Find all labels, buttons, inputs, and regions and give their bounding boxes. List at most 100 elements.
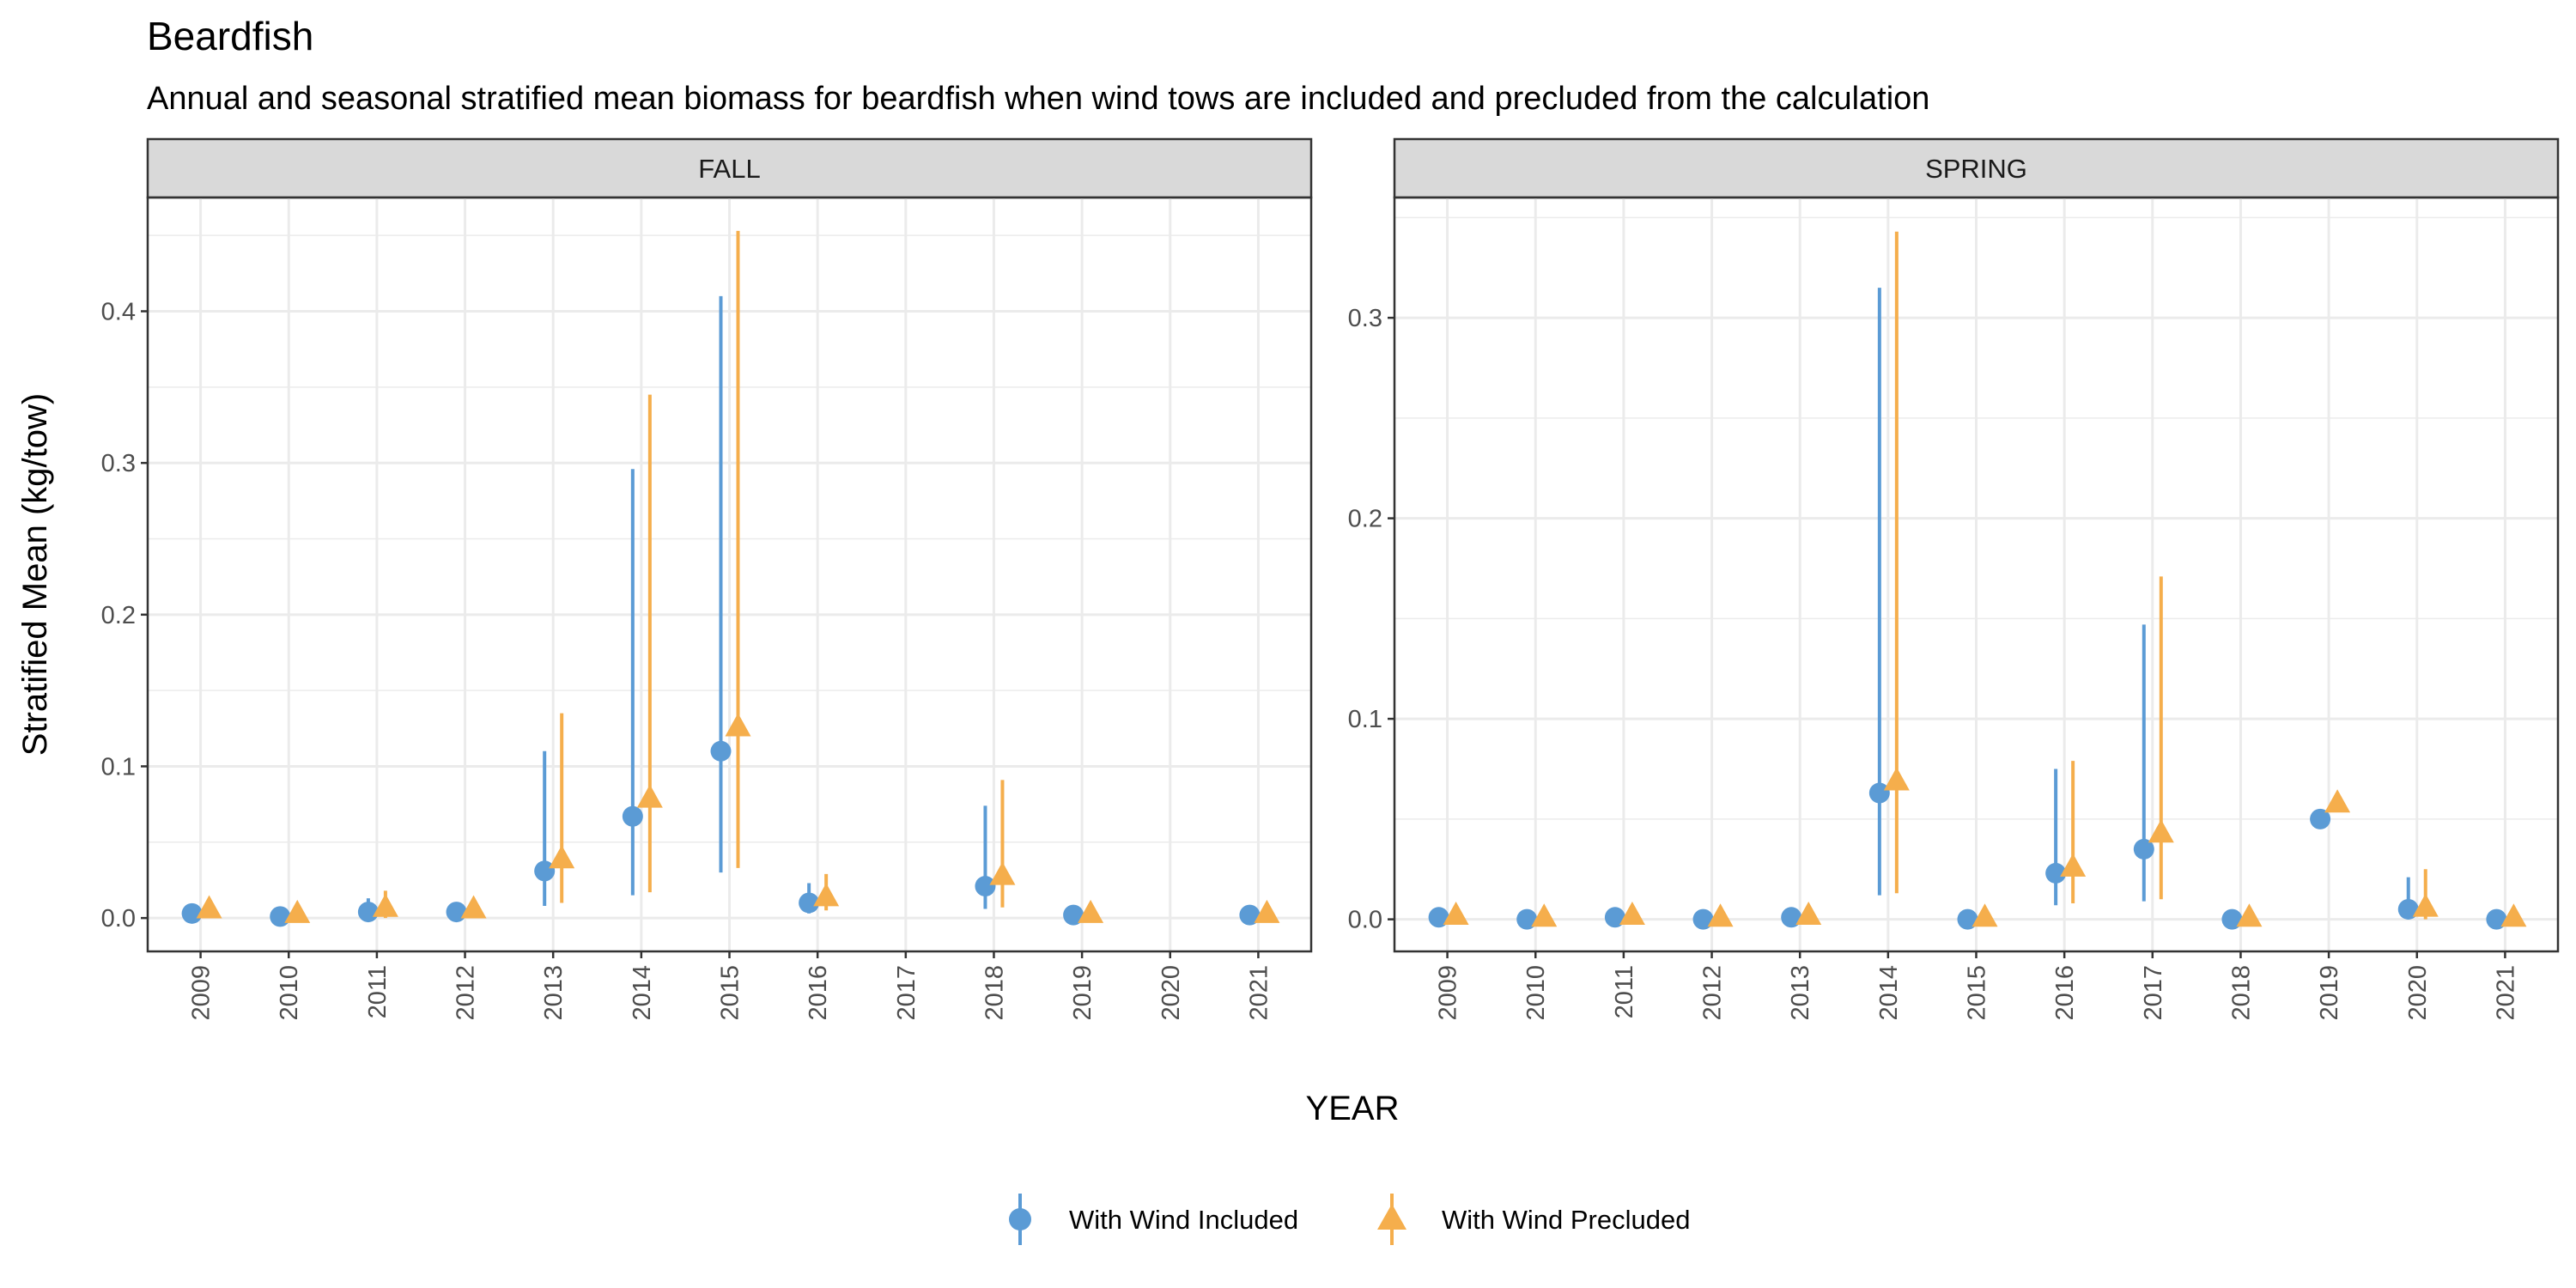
point-included bbox=[446, 902, 467, 923]
point-precluded bbox=[1443, 901, 1469, 925]
point-included bbox=[2045, 862, 2067, 884]
x-tick-label: 2015 bbox=[1964, 965, 1991, 1021]
y-tick-label: 0.3 bbox=[101, 450, 136, 477]
point-precluded bbox=[460, 895, 487, 919]
point-included bbox=[181, 902, 203, 924]
x-tick-label: 2021 bbox=[1245, 965, 1273, 1021]
point-precluded bbox=[725, 713, 751, 737]
point-precluded bbox=[1971, 903, 1998, 927]
x-tick-label: 2017 bbox=[2140, 965, 2167, 1021]
y-tick-label: 0.2 bbox=[101, 602, 136, 629]
strip-fall bbox=[146, 137, 1313, 199]
point-precluded bbox=[2060, 853, 2087, 877]
x-tick-label: 2016 bbox=[805, 965, 832, 1021]
x-tick-label: 2018 bbox=[981, 965, 1008, 1021]
strip-spring bbox=[1393, 137, 2560, 199]
point-included bbox=[270, 906, 291, 927]
point-included bbox=[975, 876, 996, 897]
x-tick-label: 2020 bbox=[2404, 965, 2432, 1021]
x-tick-label: 2010 bbox=[276, 965, 303, 1021]
point-precluded bbox=[2324, 789, 2351, 813]
point-included bbox=[2133, 838, 2154, 860]
chart-subtitle: Annual and seasonal stratified mean biom… bbox=[147, 81, 1929, 117]
point-included bbox=[622, 805, 643, 827]
x-tick-label: 2021 bbox=[2492, 965, 2519, 1021]
x-tick-label: 2018 bbox=[2227, 965, 2255, 1021]
point-included bbox=[2486, 908, 2507, 930]
x-tick-label: 2017 bbox=[893, 965, 920, 1021]
x-tick-label: 2013 bbox=[540, 965, 568, 1021]
point-precluded bbox=[1078, 899, 1104, 923]
x-tick-label: 2012 bbox=[453, 965, 480, 1021]
point-precluded bbox=[2236, 903, 2263, 927]
point-precluded bbox=[989, 861, 1016, 885]
x-tick-label: 2009 bbox=[188, 965, 216, 1021]
x-tick-label: 2014 bbox=[1875, 965, 1903, 1021]
point-included bbox=[2397, 898, 2419, 920]
y-axis-title: Stratified Mean (kg/tow) bbox=[16, 393, 54, 756]
legend-key-precluded-triangle bbox=[1377, 1204, 1406, 1230]
point-precluded bbox=[549, 845, 575, 869]
x-tick-label: 2012 bbox=[1699, 965, 1727, 1021]
legend-label-precluded: With Wind Precluded bbox=[1442, 1205, 1690, 1235]
y-tick-label: 0.0 bbox=[1348, 907, 1382, 934]
point-included bbox=[1063, 904, 1084, 926]
x-tick-label: 2015 bbox=[717, 965, 744, 1021]
panel-border-spring bbox=[1393, 196, 2560, 953]
gridlines-spring bbox=[1394, 197, 2558, 951]
point-precluded bbox=[372, 893, 398, 917]
legend-key-included-circle bbox=[1009, 1208, 1031, 1230]
point-precluded bbox=[2412, 893, 2439, 917]
legend-item-included: With Wind Included bbox=[1009, 1194, 1298, 1245]
point-included bbox=[357, 902, 379, 923]
x-axis-title: YEAR bbox=[1306, 1090, 1400, 1127]
strip-label-spring: SPRING bbox=[1925, 154, 2027, 184]
point-precluded bbox=[1254, 899, 1280, 923]
legend: With Wind Included With Wind Precluded bbox=[1009, 1194, 1690, 1245]
point-included bbox=[1781, 907, 1802, 928]
point-included bbox=[2310, 808, 2331, 829]
x-tick-label: 2014 bbox=[629, 965, 656, 1021]
legend-label-included: With Wind Included bbox=[1069, 1205, 1298, 1235]
strip-label-fall: FALL bbox=[698, 154, 760, 184]
point-precluded bbox=[1883, 767, 1910, 791]
panel-fall: FALL 0.0 0.1 0.2 0.3 0.4 2009 2010 2011 2012 201… bbox=[101, 137, 1313, 1021]
y-tick-label: 0.4 bbox=[101, 298, 136, 325]
point-included bbox=[2221, 908, 2243, 930]
point-precluded bbox=[1707, 903, 1734, 927]
point-included bbox=[1604, 907, 1625, 928]
point-included bbox=[1428, 907, 1449, 928]
y-tick-label: 0.1 bbox=[101, 753, 136, 781]
panel-spring: SPRING 0.0 0.1 0.2 0.3 2009 2010 2011 2012 2013… bbox=[1348, 137, 2560, 1021]
y-tick-label: 0.0 bbox=[101, 905, 136, 933]
x-tick-label: 2011 bbox=[364, 965, 392, 1018]
point-included bbox=[1692, 908, 1714, 930]
x-tick-label: 2009 bbox=[1435, 965, 1462, 1021]
gridlines-fall bbox=[148, 197, 1311, 951]
x-tick-label: 2016 bbox=[2051, 965, 2079, 1021]
point-precluded bbox=[2500, 903, 2527, 927]
point-included bbox=[1868, 782, 1890, 804]
point-precluded bbox=[2148, 819, 2174, 843]
point-precluded bbox=[813, 883, 840, 907]
y-axis-spring: 0.0 0.1 0.2 0.3 bbox=[1348, 305, 1394, 934]
x-tick-label: 2019 bbox=[1069, 965, 1097, 1021]
point-included bbox=[799, 892, 820, 914]
x-tick-label: 2010 bbox=[1522, 965, 1550, 1021]
x-tick-label: 2013 bbox=[1787, 965, 1814, 1021]
point-precluded bbox=[636, 784, 663, 808]
y-tick-label: 0.2 bbox=[1348, 506, 1382, 533]
data-marks-fall bbox=[181, 230, 1280, 927]
point-included bbox=[534, 860, 556, 882]
point-precluded bbox=[1531, 903, 1558, 927]
point-included bbox=[1957, 908, 1978, 930]
point-included bbox=[1516, 908, 1538, 930]
data-marks-spring bbox=[1428, 231, 2527, 930]
legend-item-precluded: With Wind Precluded bbox=[1377, 1194, 1690, 1245]
panel-border-fall bbox=[146, 196, 1313, 953]
y-tick-label: 0.1 bbox=[1348, 706, 1382, 733]
x-axis-fall: 2009 2010 2011 2012 2013 2014 2015 2016 2017 2018… bbox=[188, 951, 1273, 1021]
point-included bbox=[710, 740, 732, 762]
y-axis-fall: 0.0 0.1 0.2 0.3 0.4 bbox=[101, 298, 148, 933]
